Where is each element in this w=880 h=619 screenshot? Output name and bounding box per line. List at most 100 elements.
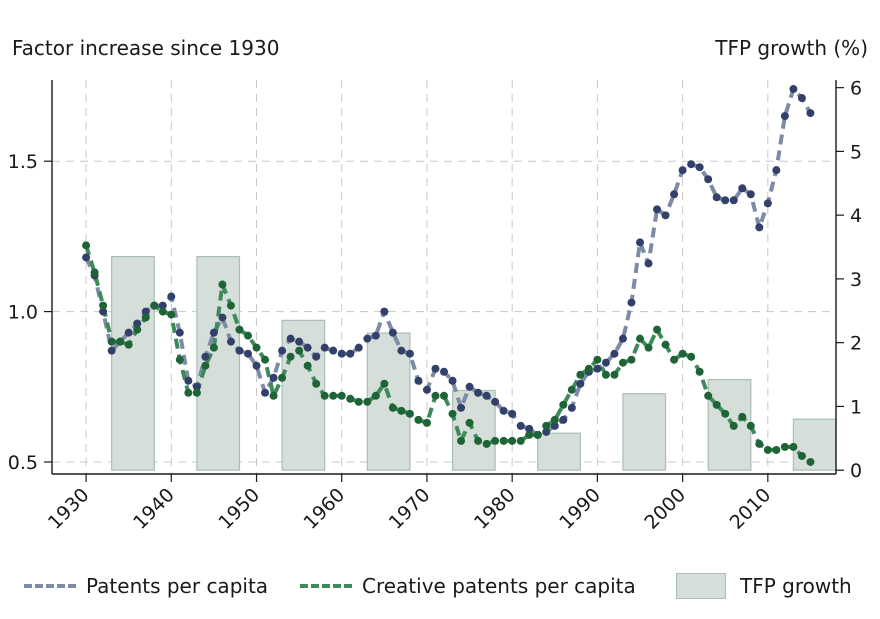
patents-point bbox=[806, 109, 815, 118]
creative-point bbox=[448, 409, 457, 418]
creative-point bbox=[218, 280, 227, 289]
creative-point bbox=[797, 451, 806, 460]
creative-point bbox=[286, 352, 295, 361]
creative-point bbox=[755, 439, 764, 448]
patents-point bbox=[797, 94, 806, 103]
patents-point bbox=[542, 427, 551, 436]
y-right-tick-label: 0 bbox=[850, 460, 862, 482]
patents-point bbox=[405, 349, 414, 358]
creative-point bbox=[610, 370, 619, 379]
tfp-bar bbox=[366, 332, 411, 471]
x-tick-label: 1970 bbox=[385, 484, 435, 534]
creative-point bbox=[440, 391, 448, 400]
patents-point bbox=[414, 376, 423, 385]
patents-point bbox=[99, 307, 108, 316]
patents-point bbox=[261, 388, 270, 397]
creative-point bbox=[431, 391, 440, 400]
patents-point bbox=[235, 346, 244, 355]
creative-point bbox=[244, 331, 252, 340]
creative-point bbox=[141, 313, 150, 322]
creative-point bbox=[320, 391, 329, 400]
patents-point bbox=[431, 364, 440, 373]
patents-point bbox=[422, 385, 431, 394]
creative-point bbox=[525, 430, 534, 439]
creative-point bbox=[90, 268, 99, 277]
creative-point bbox=[636, 334, 644, 343]
creative-point bbox=[533, 430, 542, 439]
patents-point bbox=[465, 382, 474, 391]
patents-point bbox=[789, 85, 798, 94]
creative-point bbox=[226, 301, 235, 310]
creative-point bbox=[252, 343, 261, 352]
creative-point bbox=[721, 409, 730, 418]
patents-point bbox=[286, 334, 295, 343]
patents-point bbox=[312, 352, 321, 361]
patents-point bbox=[576, 379, 585, 388]
patents-point bbox=[636, 238, 644, 247]
patents-point bbox=[550, 421, 559, 430]
creative-point bbox=[806, 457, 815, 466]
patents-point bbox=[618, 334, 627, 343]
x-tick-label: 1950 bbox=[214, 484, 264, 534]
creative-point bbox=[184, 388, 193, 397]
creative-point bbox=[397, 406, 406, 415]
patents-point bbox=[525, 424, 534, 433]
legend-item-patents: Patents per capita bbox=[24, 568, 268, 604]
patents-point bbox=[329, 346, 338, 355]
patents-point bbox=[746, 190, 755, 199]
patents-point bbox=[482, 391, 491, 400]
patents-point bbox=[278, 346, 287, 355]
creative-point bbox=[346, 394, 355, 403]
creative-point bbox=[405, 409, 414, 418]
patents-point bbox=[133, 319, 142, 328]
patents-point bbox=[729, 196, 738, 205]
creative-point bbox=[167, 310, 176, 319]
creative-point bbox=[542, 421, 551, 430]
creative-point bbox=[738, 412, 747, 421]
creative-point bbox=[107, 337, 116, 346]
patents-point bbox=[755, 223, 764, 232]
patents-point bbox=[627, 298, 636, 307]
patents-point bbox=[610, 349, 619, 358]
patents-point bbox=[559, 415, 568, 424]
patents-point bbox=[474, 388, 483, 397]
legend-item-creative: Creative patents per capita bbox=[300, 568, 636, 604]
creative-point bbox=[380, 379, 389, 388]
patents-point bbox=[457, 403, 466, 412]
series-points bbox=[82, 85, 815, 466]
patents-point bbox=[303, 343, 312, 352]
creative-point bbox=[158, 307, 167, 316]
legend-swatch-creative bbox=[300, 584, 352, 588]
creative-point bbox=[661, 340, 670, 349]
creative-point bbox=[124, 340, 133, 349]
legend-swatch-patents bbox=[24, 584, 76, 588]
patents-point bbox=[687, 160, 696, 169]
y-right-tick-label: 2 bbox=[850, 333, 862, 355]
creative-point bbox=[354, 397, 363, 406]
tfp-bar bbox=[622, 393, 667, 471]
creative-point bbox=[746, 421, 755, 430]
creative-point bbox=[133, 325, 142, 334]
patents-line bbox=[84, 87, 813, 437]
creative-point bbox=[337, 391, 346, 400]
tfp-bars bbox=[111, 255, 837, 471]
patents-point bbox=[337, 349, 346, 358]
patents-point bbox=[380, 307, 389, 316]
creative-point bbox=[175, 355, 184, 364]
patents-point bbox=[82, 253, 91, 262]
patents-point bbox=[269, 373, 278, 382]
patents-point bbox=[226, 337, 235, 346]
creative-point bbox=[278, 373, 287, 382]
y-left-tick-label: 1.5 bbox=[8, 151, 38, 173]
creative-point bbox=[576, 370, 585, 379]
creative-point bbox=[772, 445, 781, 454]
y-right-tick-label: 3 bbox=[850, 269, 862, 291]
creative-point bbox=[627, 355, 636, 364]
creative-point bbox=[482, 439, 491, 448]
patents-point bbox=[516, 421, 525, 430]
patents-point bbox=[763, 199, 772, 208]
creative-point bbox=[209, 343, 218, 352]
creative-point bbox=[457, 436, 466, 445]
legend-item-tfp: TFP growth bbox=[676, 568, 852, 604]
